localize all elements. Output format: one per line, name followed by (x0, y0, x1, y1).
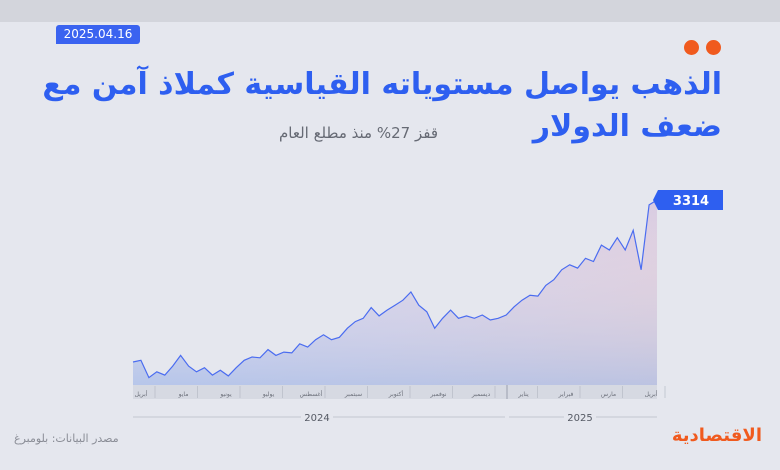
x-tick-label: أبريل (135, 390, 148, 398)
chart-subtitle: قفز 27% منذ مطلع العام (278, 124, 438, 142)
date-badge: 2025.04.16 (56, 25, 140, 44)
x-tick-label: يونيو (219, 391, 232, 398)
x-tick-label: سبتمبر (344, 391, 362, 398)
line (132, 199, 658, 379)
year-label: 2025 (567, 413, 592, 424)
year-bg (564, 410, 596, 424)
brand: الاقتصادية (671, 425, 762, 446)
value-badge (653, 189, 723, 210)
chart-title: الذهب يواصل مستوياته القياسية كملاذ آمن … (42, 67, 722, 144)
logo-dot (706, 40, 721, 55)
axis-strip (133, 385, 657, 399)
x-tick-label: فبراير (558, 391, 574, 398)
source: مصدر البيانات: بلومبرغ (14, 432, 119, 445)
area-shade (133, 200, 657, 385)
x-tick-label: أغسطس (300, 390, 323, 398)
logo-dot (684, 40, 699, 55)
x-tick-label: نوفمبر (429, 391, 447, 398)
x-tick-label: أبريل (645, 390, 658, 398)
x-tick-label: يناير (517, 391, 529, 398)
x-tick-label: ديسمبر (471, 391, 491, 398)
x-tick-label: أكتوبر (388, 390, 404, 398)
value-label: 3314 (673, 194, 709, 209)
year-label: 2024 (304, 413, 329, 424)
x-tick-label: يوليو (262, 391, 275, 398)
top-bar (0, 0, 780, 22)
x-tick-label: مارس (601, 391, 616, 398)
year-bg (301, 410, 333, 424)
x-tick-label: مايو (178, 391, 189, 398)
